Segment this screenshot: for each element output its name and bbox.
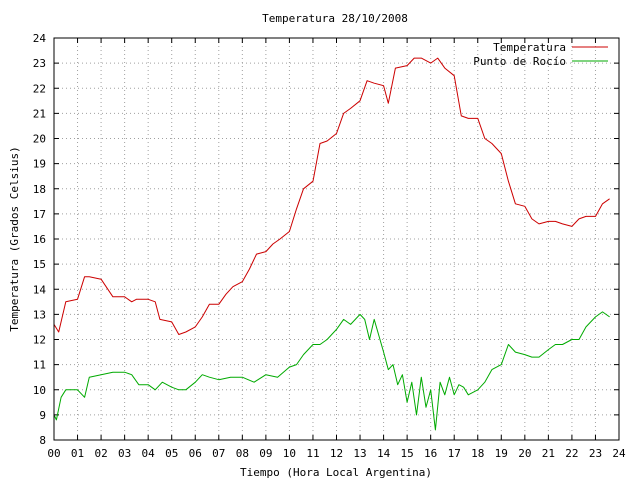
x-tick-label: 09: [259, 447, 272, 460]
y-tick-label: 14: [33, 283, 47, 296]
x-tick-label: 19: [495, 447, 508, 460]
y-tick-label: 9: [39, 409, 46, 422]
series-line-1: [53, 311, 610, 431]
y-tick-label: 20: [33, 133, 46, 146]
x-tick-label: 15: [401, 447, 414, 460]
x-tick-label: 21: [542, 447, 555, 460]
y-axis-label: Temperatura (Grados Celsius): [8, 146, 21, 331]
x-tick-label: 03: [118, 447, 131, 460]
x-tick-label: 18: [471, 447, 484, 460]
y-tick-label: 21: [33, 107, 46, 120]
y-tick-label: 15: [33, 258, 46, 271]
x-axis-ticks: 00 01 02 03 04 05 06 07 08 09 10 11 12 13 14 15 16 17 18 19…: [47, 38, 626, 460]
x-tick-label: 23: [589, 447, 602, 460]
y-tick-label: 12: [33, 334, 46, 347]
y-tick-label: 24: [33, 32, 47, 45]
plot-frame: [53, 37, 620, 441]
y-tick-label: 10: [33, 384, 46, 397]
x-tick-label: 06: [189, 447, 202, 460]
y-tick-label: 22: [33, 82, 46, 95]
x-tick-label: 00: [47, 447, 60, 460]
series-line-0: [53, 57, 610, 335]
x-tick-label: 13: [353, 447, 366, 460]
y-tick-label: 17: [33, 208, 46, 221]
x-tick-label: 04: [142, 447, 156, 460]
legend-label-0: Temperatura: [493, 41, 566, 54]
y-axis-ticks: 8 9 10 11 12 13 14 15 16 17 18 19 20 21 22 23 24: [33, 32, 619, 447]
data-series: [53, 57, 610, 431]
x-tick-label: 14: [377, 447, 391, 460]
chart-title: Temperatura 28/10/2008: [262, 12, 408, 25]
grid-lines: [54, 38, 619, 440]
x-tick-label: 22: [565, 447, 578, 460]
y-tick-label: 8: [39, 434, 46, 447]
y-tick-label: 23: [33, 57, 46, 70]
x-axis-label: Tiempo (Hora Local Argentina): [240, 466, 432, 479]
x-tick-label: 07: [212, 447, 225, 460]
y-tick-label: 11: [33, 359, 46, 372]
legend-label-1: Punto de Rocío: [473, 55, 566, 68]
x-tick-label: 05: [165, 447, 178, 460]
x-tick-label: 12: [330, 447, 343, 460]
x-tick-label: 20: [518, 447, 531, 460]
y-tick-label: 13: [33, 308, 46, 321]
x-tick-label: 24: [612, 447, 626, 460]
x-tick-label: 17: [448, 447, 461, 460]
x-tick-label: 16: [424, 447, 437, 460]
x-tick-label: 02: [94, 447, 107, 460]
x-tick-label: 11: [306, 447, 319, 460]
x-tick-label: 08: [236, 447, 249, 460]
y-tick-label: 18: [33, 183, 46, 196]
y-tick-label: 16: [33, 233, 46, 246]
y-tick-label: 19: [33, 158, 46, 171]
x-tick-label: 10: [283, 447, 296, 460]
x-tick-label: 01: [71, 447, 84, 460]
